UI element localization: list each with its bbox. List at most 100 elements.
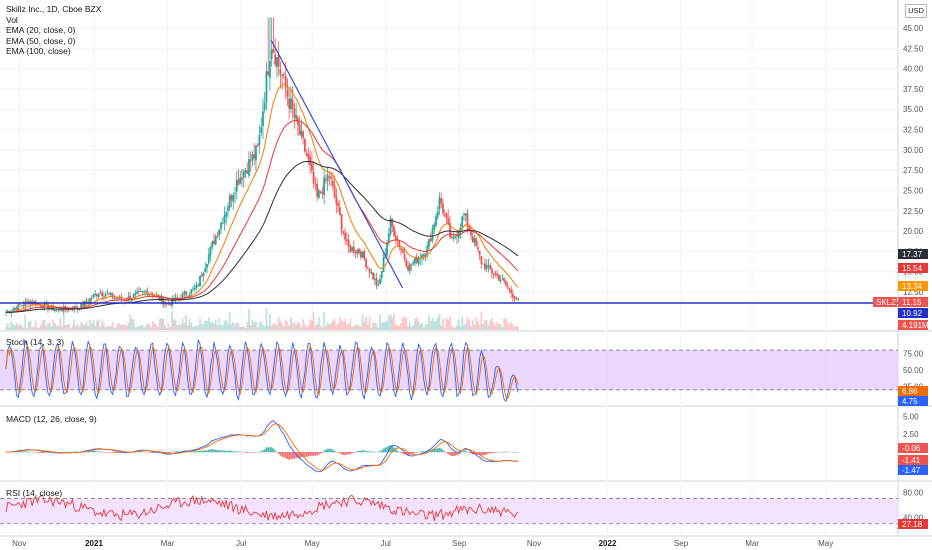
volume-bar — [496, 322, 499, 330]
macd-hist-bar — [297, 452, 299, 459]
candle-body — [101, 292, 104, 296]
volume-bar — [256, 327, 259, 330]
volume-bar — [251, 319, 254, 330]
candle-body — [148, 293, 151, 296]
macd-hist-bar — [407, 452, 409, 456]
macd-hist-bar — [298, 452, 301, 459]
macd-hist-bar — [45, 452, 48, 453]
macd-hist-bar — [365, 450, 367, 453]
candle-body — [221, 223, 224, 224]
candle-body — [260, 127, 263, 133]
candle-body — [15, 308, 18, 310]
macd-hist-bar — [27, 451, 30, 453]
volume-bar — [468, 319, 471, 330]
legend-ema100[interactable]: EMA (100, close) — [6, 46, 71, 56]
volume-bar — [412, 325, 415, 330]
macd-hist-bar — [470, 452, 472, 454]
macd-hist-bar — [386, 446, 388, 453]
volume-bar — [17, 325, 20, 330]
volume-bar — [15, 322, 18, 330]
volume-bar — [321, 327, 324, 330]
macd-hist-bar — [145, 451, 147, 453]
volume-bar — [417, 321, 420, 330]
candle-body — [331, 180, 334, 186]
candle-body — [513, 296, 516, 300]
macd-hist-bar — [400, 452, 402, 454]
legend-ema20[interactable]: EMA (20, close, 0) — [6, 25, 76, 35]
volume-bar — [445, 318, 448, 330]
candle-body — [489, 265, 492, 270]
volume-bar — [218, 318, 221, 330]
volume-bar — [440, 326, 443, 330]
candle-body — [136, 291, 139, 294]
candle-body — [143, 291, 146, 293]
volume-bar — [337, 322, 340, 330]
volume-bar — [345, 324, 348, 330]
candle-body — [515, 299, 518, 300]
macd-hist-bar — [17, 451, 20, 453]
legend-vol[interactable]: Vol — [6, 14, 18, 25]
volume-bar — [99, 326, 102, 330]
symbol-title[interactable]: Skillz Inc., 1D, Cboe BZX — [6, 4, 102, 14]
candle-body — [13, 308, 16, 310]
volume-bar — [356, 324, 359, 330]
candle-body — [485, 265, 488, 269]
volume-bar — [139, 325, 142, 330]
macd-hist-bar — [438, 447, 441, 453]
candle-body — [480, 256, 483, 264]
drawn-lines[interactable] — [0, 39, 898, 304]
rsi-pane — [0, 494, 898, 525]
legend-ema50[interactable]: EMA (50, close, 0) — [6, 35, 76, 46]
candle-body — [359, 251, 362, 257]
volume-bar — [234, 324, 236, 330]
macd-hist-bar — [43, 452, 46, 453]
volume-bar — [487, 325, 490, 330]
candle-body — [251, 154, 254, 160]
candle-body — [137, 290, 140, 292]
macd-hist-bar — [152, 452, 154, 453]
macd-hist-bar — [291, 452, 294, 459]
volume-bar — [288, 325, 291, 330]
volume-bar — [228, 312, 231, 330]
volume-bar — [155, 324, 158, 330]
macd-hist-bar — [192, 451, 194, 453]
macd-hist-bar — [20, 451, 23, 453]
macd-hist-bar — [262, 450, 264, 453]
macd-hist-bar — [412, 452, 415, 454]
candle-body — [258, 134, 261, 146]
volume-bar — [27, 321, 30, 330]
stoch-legend[interactable]: Stoch (14, 3, 3) — [6, 337, 65, 347]
candle-body — [78, 309, 81, 311]
y-tick-label: 30.00 — [903, 146, 924, 155]
price-tag: 15.54 — [902, 264, 923, 273]
macd-hist-bar — [239, 451, 242, 453]
rsi-tag: 27.18 — [902, 520, 923, 529]
candle-body — [90, 297, 93, 299]
macd-hist-bar — [372, 451, 374, 453]
volume-bar — [506, 321, 509, 330]
main-legend[interactable]: Skillz Inc., 1D, Cboe BZX Vol EMA (20, c… — [6, 4, 101, 57]
volume-bar — [494, 325, 497, 330]
candle-body — [6, 311, 9, 312]
macd-hist-bar — [389, 445, 392, 453]
macd-hist-bar — [457, 452, 460, 455]
currency-badge[interactable]: USD — [905, 4, 927, 18]
candle-body — [132, 294, 135, 298]
macd-hist-bar — [34, 452, 37, 453]
macd-hist-bar — [204, 450, 207, 453]
y-tick-label: 25.00 — [903, 186, 924, 195]
macd-legend[interactable]: MACD (12, 26, close, 9) — [6, 414, 97, 424]
macd-hist-bar — [108, 452, 110, 453]
volume-bar — [319, 325, 322, 330]
volume-bar — [459, 326, 462, 330]
volume-bar — [328, 324, 331, 330]
candle-body — [248, 159, 250, 176]
candle-body — [435, 216, 437, 226]
volume-bar — [132, 319, 135, 330]
candle-body — [125, 300, 128, 302]
macd-hist-bar — [419, 451, 422, 453]
macd-hist-bar — [96, 451, 98, 453]
macd-hist-bar — [249, 452, 252, 453]
rsi-legend[interactable]: RSI (14, close) — [6, 488, 63, 498]
